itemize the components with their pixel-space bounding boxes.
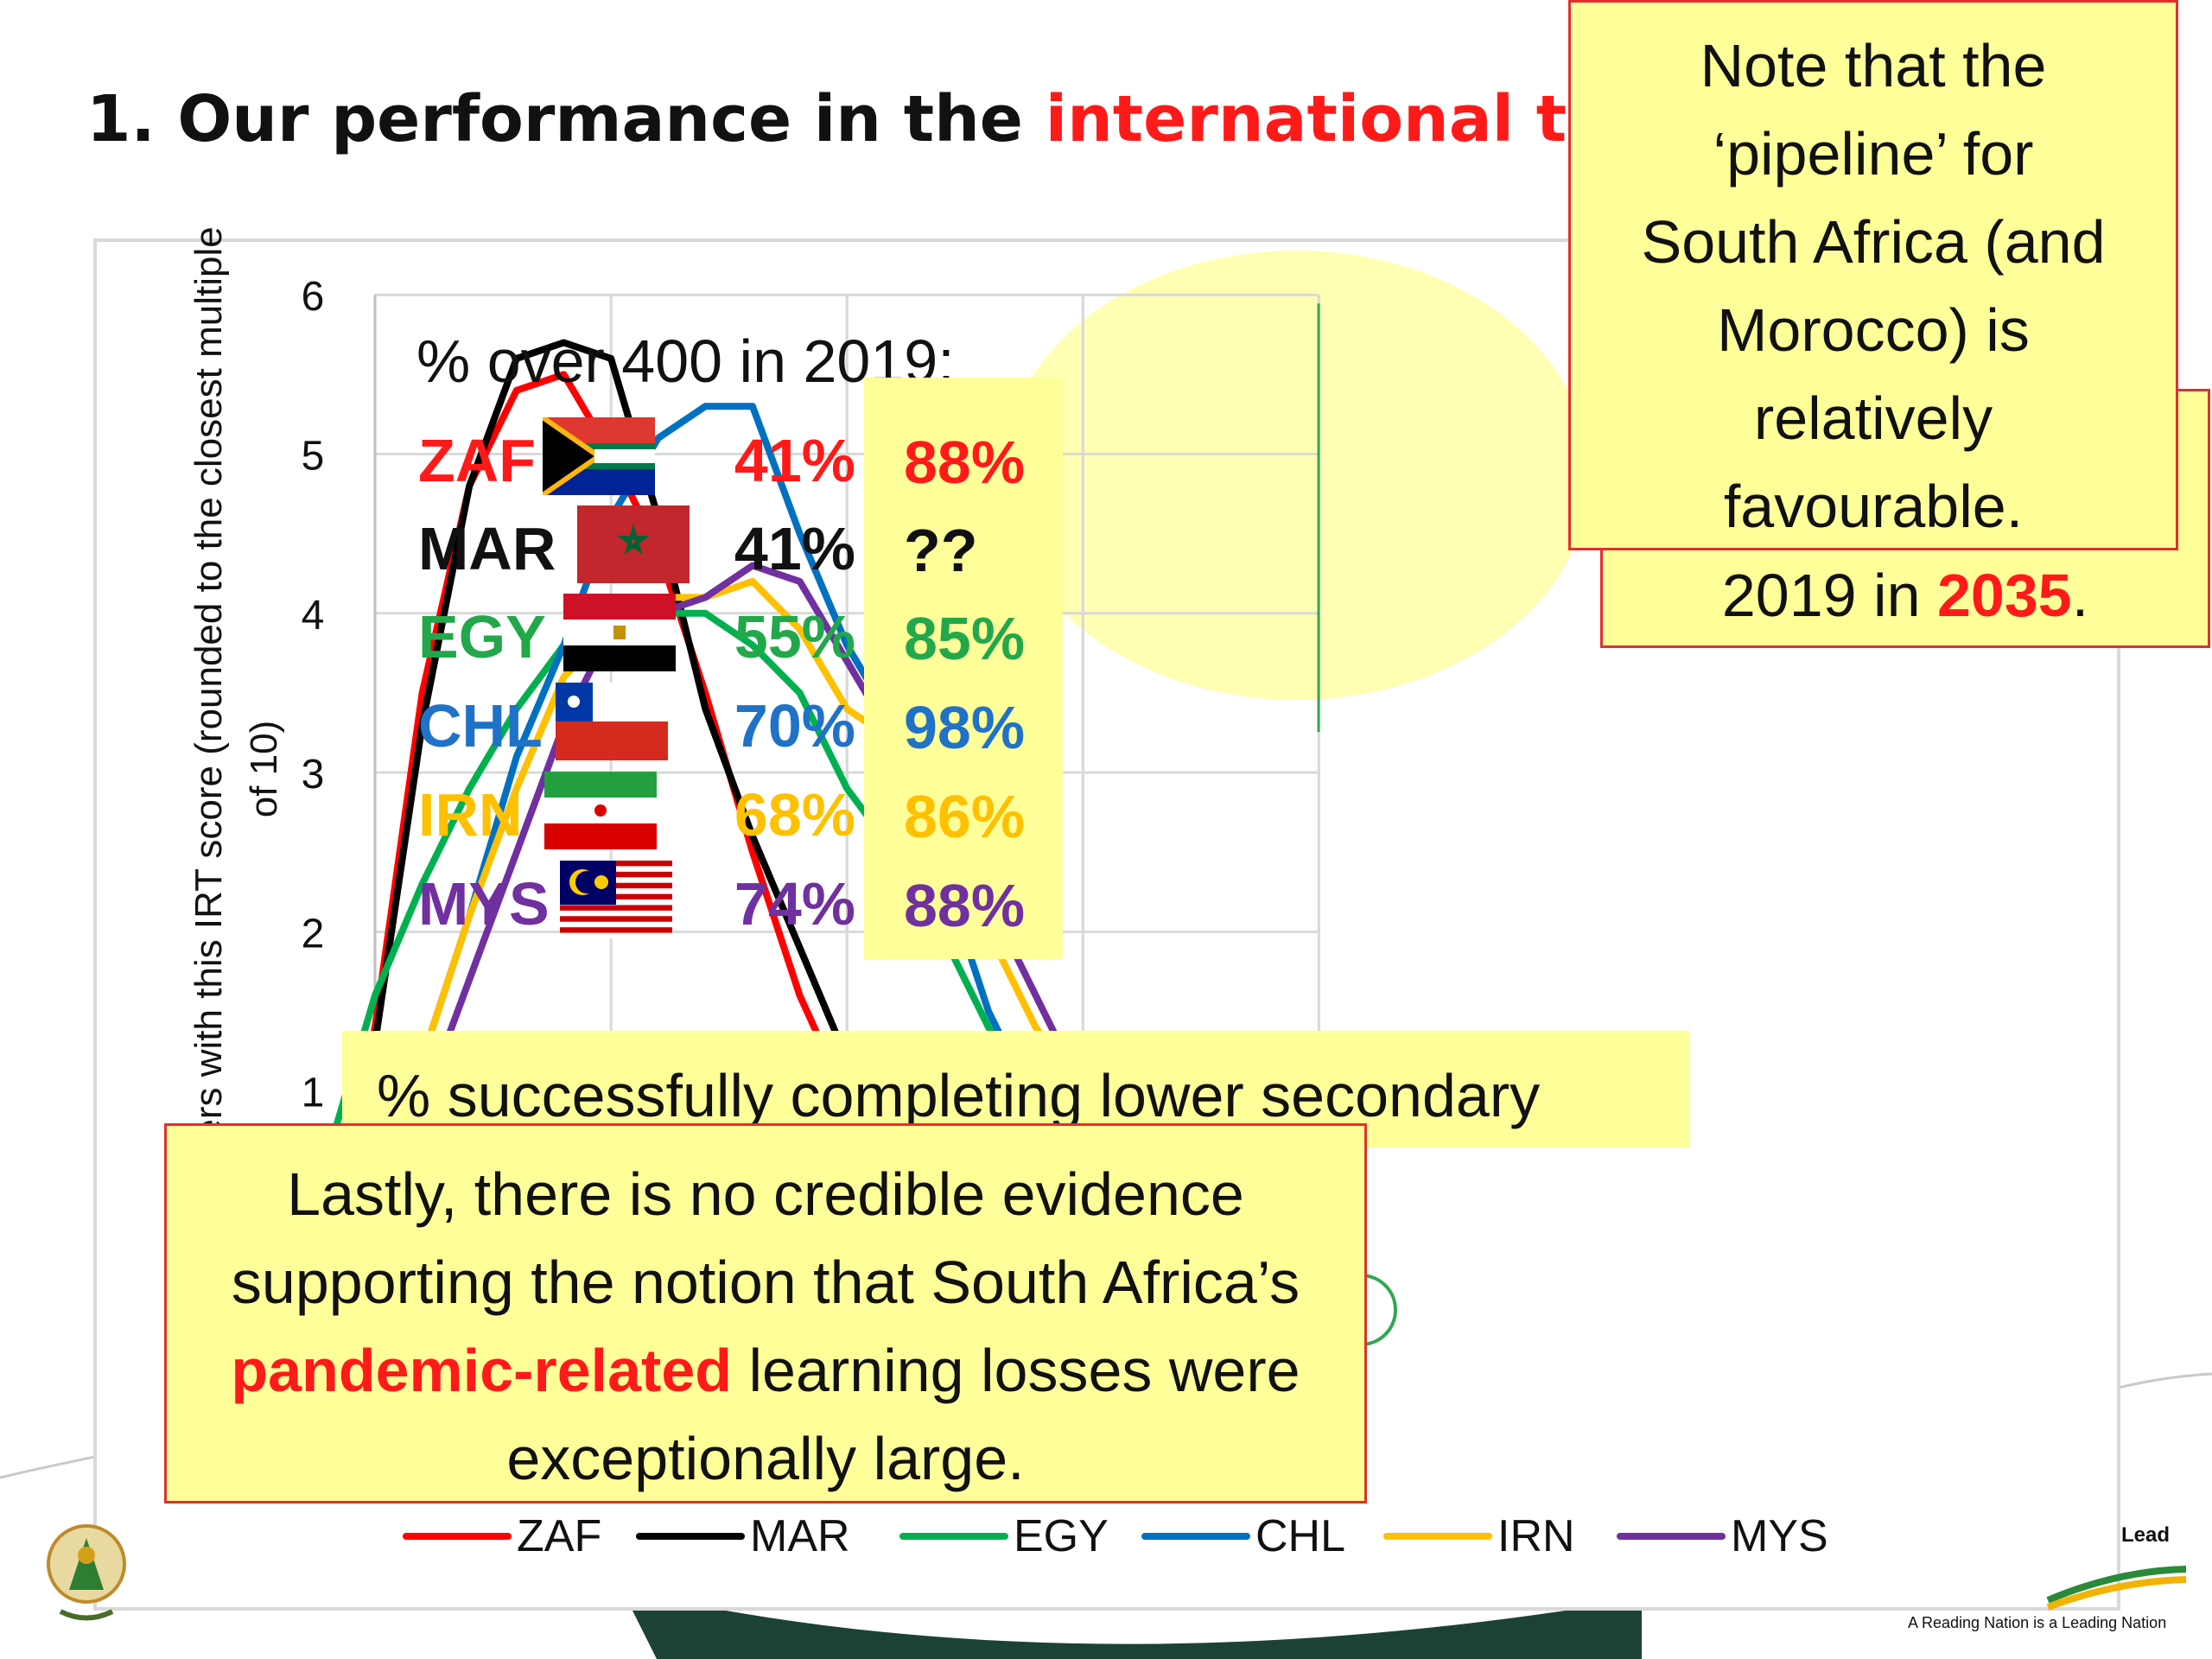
country-code: CHL [418, 692, 543, 760]
conclusion-highlight: pandemic-related [231, 1337, 733, 1404]
lower-secondary-value-mar: ?? [904, 517, 978, 584]
country-code: ZAF [418, 427, 537, 494]
flag-irn-icon [544, 772, 657, 849]
over400-value: 41% [734, 515, 855, 582]
highlight-ellipse [1002, 251, 1590, 700]
flag-chl-icon [556, 683, 668, 760]
title-prefix: 1. Our performance in the [86, 82, 1046, 156]
pipeline-note-text: Note that the ‘pipeline’ for South Africa … [1571, 22, 2176, 550]
pipeline-back-year: 2035 [1936, 562, 2072, 629]
flag-zaf-icon [543, 417, 655, 495]
y-tick-label: 1 [302, 1071, 325, 1116]
stat-row-irn: IRN 68% [415, 772, 864, 858]
tagline: A Reading Nation is a Leading Nation [1908, 1614, 2167, 1631]
country-code: IRN [418, 781, 523, 849]
pipeline-back-prefix: 2019 in [1721, 562, 1937, 629]
flag-mys-icon [560, 861, 672, 938]
over400-value: 74% [734, 870, 855, 938]
over400-value: 68% [734, 781, 855, 849]
legend-label-mys: MYS [1731, 1511, 1828, 1561]
stat-row-zaf: ZAF 41% [415, 417, 864, 504]
hidden-marker-icon [1360, 1274, 1397, 1346]
legend-label-mar: MAR [750, 1511, 850, 1561]
pipeline-line: Morocco) is [1717, 296, 2030, 364]
pipeline-line: ‘pipeline’ for [1713, 120, 2034, 188]
flag-egy-icon [563, 594, 676, 671]
y-tick-label: 2 [302, 911, 325, 957]
lower-secondary-value-irn: 86% [904, 783, 1026, 850]
lower-secondary-box [864, 378, 1063, 959]
conclusion-part1: Lastly, there is no credible evidence su… [231, 1160, 1300, 1316]
legend-label-chl: CHL [1255, 1511, 1346, 1561]
lower-secondary-value-egy: 85% [904, 605, 1026, 672]
over400-value: 41% [734, 427, 855, 494]
y-tick-label: 6 [302, 274, 325, 320]
y-tick-label: 5 [302, 434, 325, 480]
over400-value: 55% [734, 603, 855, 671]
pipeline-line: South Africa (and [1641, 208, 2106, 276]
coat-of-arms-logo [47, 1524, 126, 1621]
country-code: MYS [418, 870, 550, 938]
y-tick-label: 3 [302, 752, 325, 798]
conclusion-part2: learning losses were exceptionally large… [506, 1337, 1300, 1492]
stat-row-mar: MAR 41% [415, 505, 864, 592]
stat-row-chl: CHL 70% [415, 683, 864, 769]
lower-secondary-value-zaf: 88% [904, 429, 1026, 496]
legend-label-irn: IRN [1497, 1511, 1575, 1561]
conclusion-note: Lastly, there is no credible evidence su… [164, 1123, 1367, 1503]
pipeline-back-suffix: . [2071, 562, 2089, 629]
pipeline-line: Note that the [1700, 32, 2047, 99]
brand-word: Lead [2121, 1523, 2171, 1547]
pipeline-note: Note that the ‘pipeline’ for South Africa … [1568, 0, 2178, 550]
legend-label-egy: EGY [1014, 1511, 1109, 1561]
lower-secondary-value-chl: 98% [904, 694, 1026, 761]
pipeline-line: favourable. [1723, 473, 2024, 540]
pipeline-line: relatively [1753, 385, 1993, 452]
stat-row-mys: MYS 74% [415, 861, 864, 947]
stat-row-egy: EGY 55% [415, 594, 864, 680]
lower-secondary-value-mys: 88% [904, 872, 1026, 939]
y-tick-label: 4 [302, 593, 325, 639]
country-code: MAR [418, 515, 556, 582]
legend-label-zaf: ZAF [517, 1511, 602, 1561]
over400-value: 70% [734, 692, 855, 760]
brand-stripes-icon [2046, 1566, 2187, 1611]
country-code: EGY [418, 603, 546, 671]
flag-mar-icon [577, 505, 690, 583]
